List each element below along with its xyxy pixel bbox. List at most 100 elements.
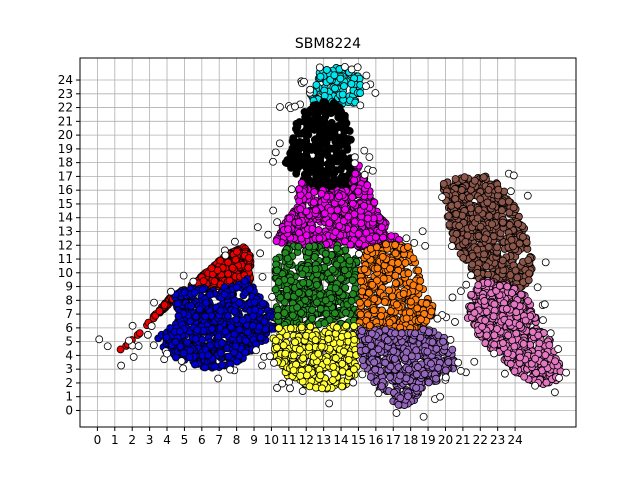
data-point [302, 371, 311, 380]
cluster-1 [281, 97, 356, 194]
data-point [155, 307, 164, 316]
data-point [479, 173, 488, 182]
data-point [451, 175, 460, 183]
data-point [350, 335, 359, 344]
data-point [362, 228, 371, 237]
data-point [403, 243, 412, 251]
data-point [417, 315, 425, 324]
data-point [305, 343, 314, 352]
data-point [343, 331, 352, 340]
data-point [412, 370, 421, 379]
data-point [346, 240, 355, 249]
data-point [374, 345, 383, 354]
data-point [207, 264, 216, 273]
data-point [331, 228, 340, 236]
data-point [480, 250, 488, 259]
data-point [317, 342, 326, 351]
data-point [358, 327, 366, 335]
data-point [292, 166, 301, 175]
data-point [484, 243, 493, 252]
data-point [351, 169, 360, 178]
data-point [322, 131, 331, 140]
data-point [344, 356, 353, 364]
data-point [216, 349, 225, 358]
data-point [427, 359, 435, 368]
data-point [474, 205, 483, 214]
data-point [230, 348, 239, 357]
data-point [191, 360, 199, 369]
data-point [296, 371, 305, 380]
data-point [394, 400, 403, 409]
data-point [341, 205, 350, 214]
data-point [195, 305, 204, 314]
data-point [382, 240, 390, 249]
data-point [218, 361, 227, 369]
data-point [377, 312, 385, 320]
data-point [358, 287, 367, 296]
data-point [386, 373, 394, 381]
data-point [316, 72, 325, 81]
data-point [381, 358, 390, 367]
data-point [214, 332, 223, 341]
data-point [357, 277, 365, 286]
data-point [174, 312, 183, 320]
data-point [518, 232, 527, 241]
data-point [377, 382, 386, 391]
data-point [310, 178, 319, 187]
data-point [233, 247, 241, 256]
data-point [314, 226, 323, 234]
data-point [304, 364, 313, 373]
data-point [317, 189, 326, 198]
data-point [397, 329, 406, 338]
data-point [485, 212, 494, 220]
data-point [297, 178, 306, 187]
data-point [190, 288, 199, 297]
data-point [424, 378, 433, 387]
data-point [285, 214, 294, 223]
data-point [473, 214, 482, 223]
data-point [350, 217, 359, 226]
data-point [260, 317, 269, 326]
data-point [348, 193, 357, 202]
data-point [180, 288, 189, 297]
data-point [322, 256, 331, 265]
data-point [316, 371, 325, 380]
data-point [321, 249, 330, 258]
data-point [370, 306, 378, 315]
data-point [324, 102, 332, 111]
data-point [341, 283, 350, 292]
data-point [453, 200, 462, 209]
data-point [350, 365, 358, 374]
data-point [231, 255, 240, 264]
data-point [201, 312, 210, 321]
data-point [466, 204, 475, 213]
data-point [308, 225, 317, 233]
data-point [404, 269, 413, 278]
data-point [414, 266, 423, 275]
data-point [198, 285, 207, 294]
data-point [347, 297, 356, 305]
data-point [328, 265, 337, 274]
data-point [301, 140, 310, 149]
data-point [271, 336, 280, 345]
chart-title: SBM8224 [295, 36, 361, 52]
data-point [459, 253, 468, 262]
data-point [336, 255, 345, 264]
data-point [391, 271, 400, 280]
data-point [505, 197, 513, 206]
data-point [460, 173, 469, 182]
data-point [224, 270, 233, 278]
data-point [185, 353, 194, 362]
data-point [199, 277, 208, 285]
data-point [498, 218, 507, 227]
data-point [335, 192, 343, 201]
data-point [420, 370, 429, 378]
data-point [341, 111, 349, 120]
data-point [514, 219, 522, 228]
data-point [308, 314, 317, 323]
data-point [348, 199, 357, 208]
data-point [428, 338, 437, 347]
data-point [524, 276, 533, 285]
data-point [251, 305, 260, 314]
data-point [386, 264, 394, 273]
